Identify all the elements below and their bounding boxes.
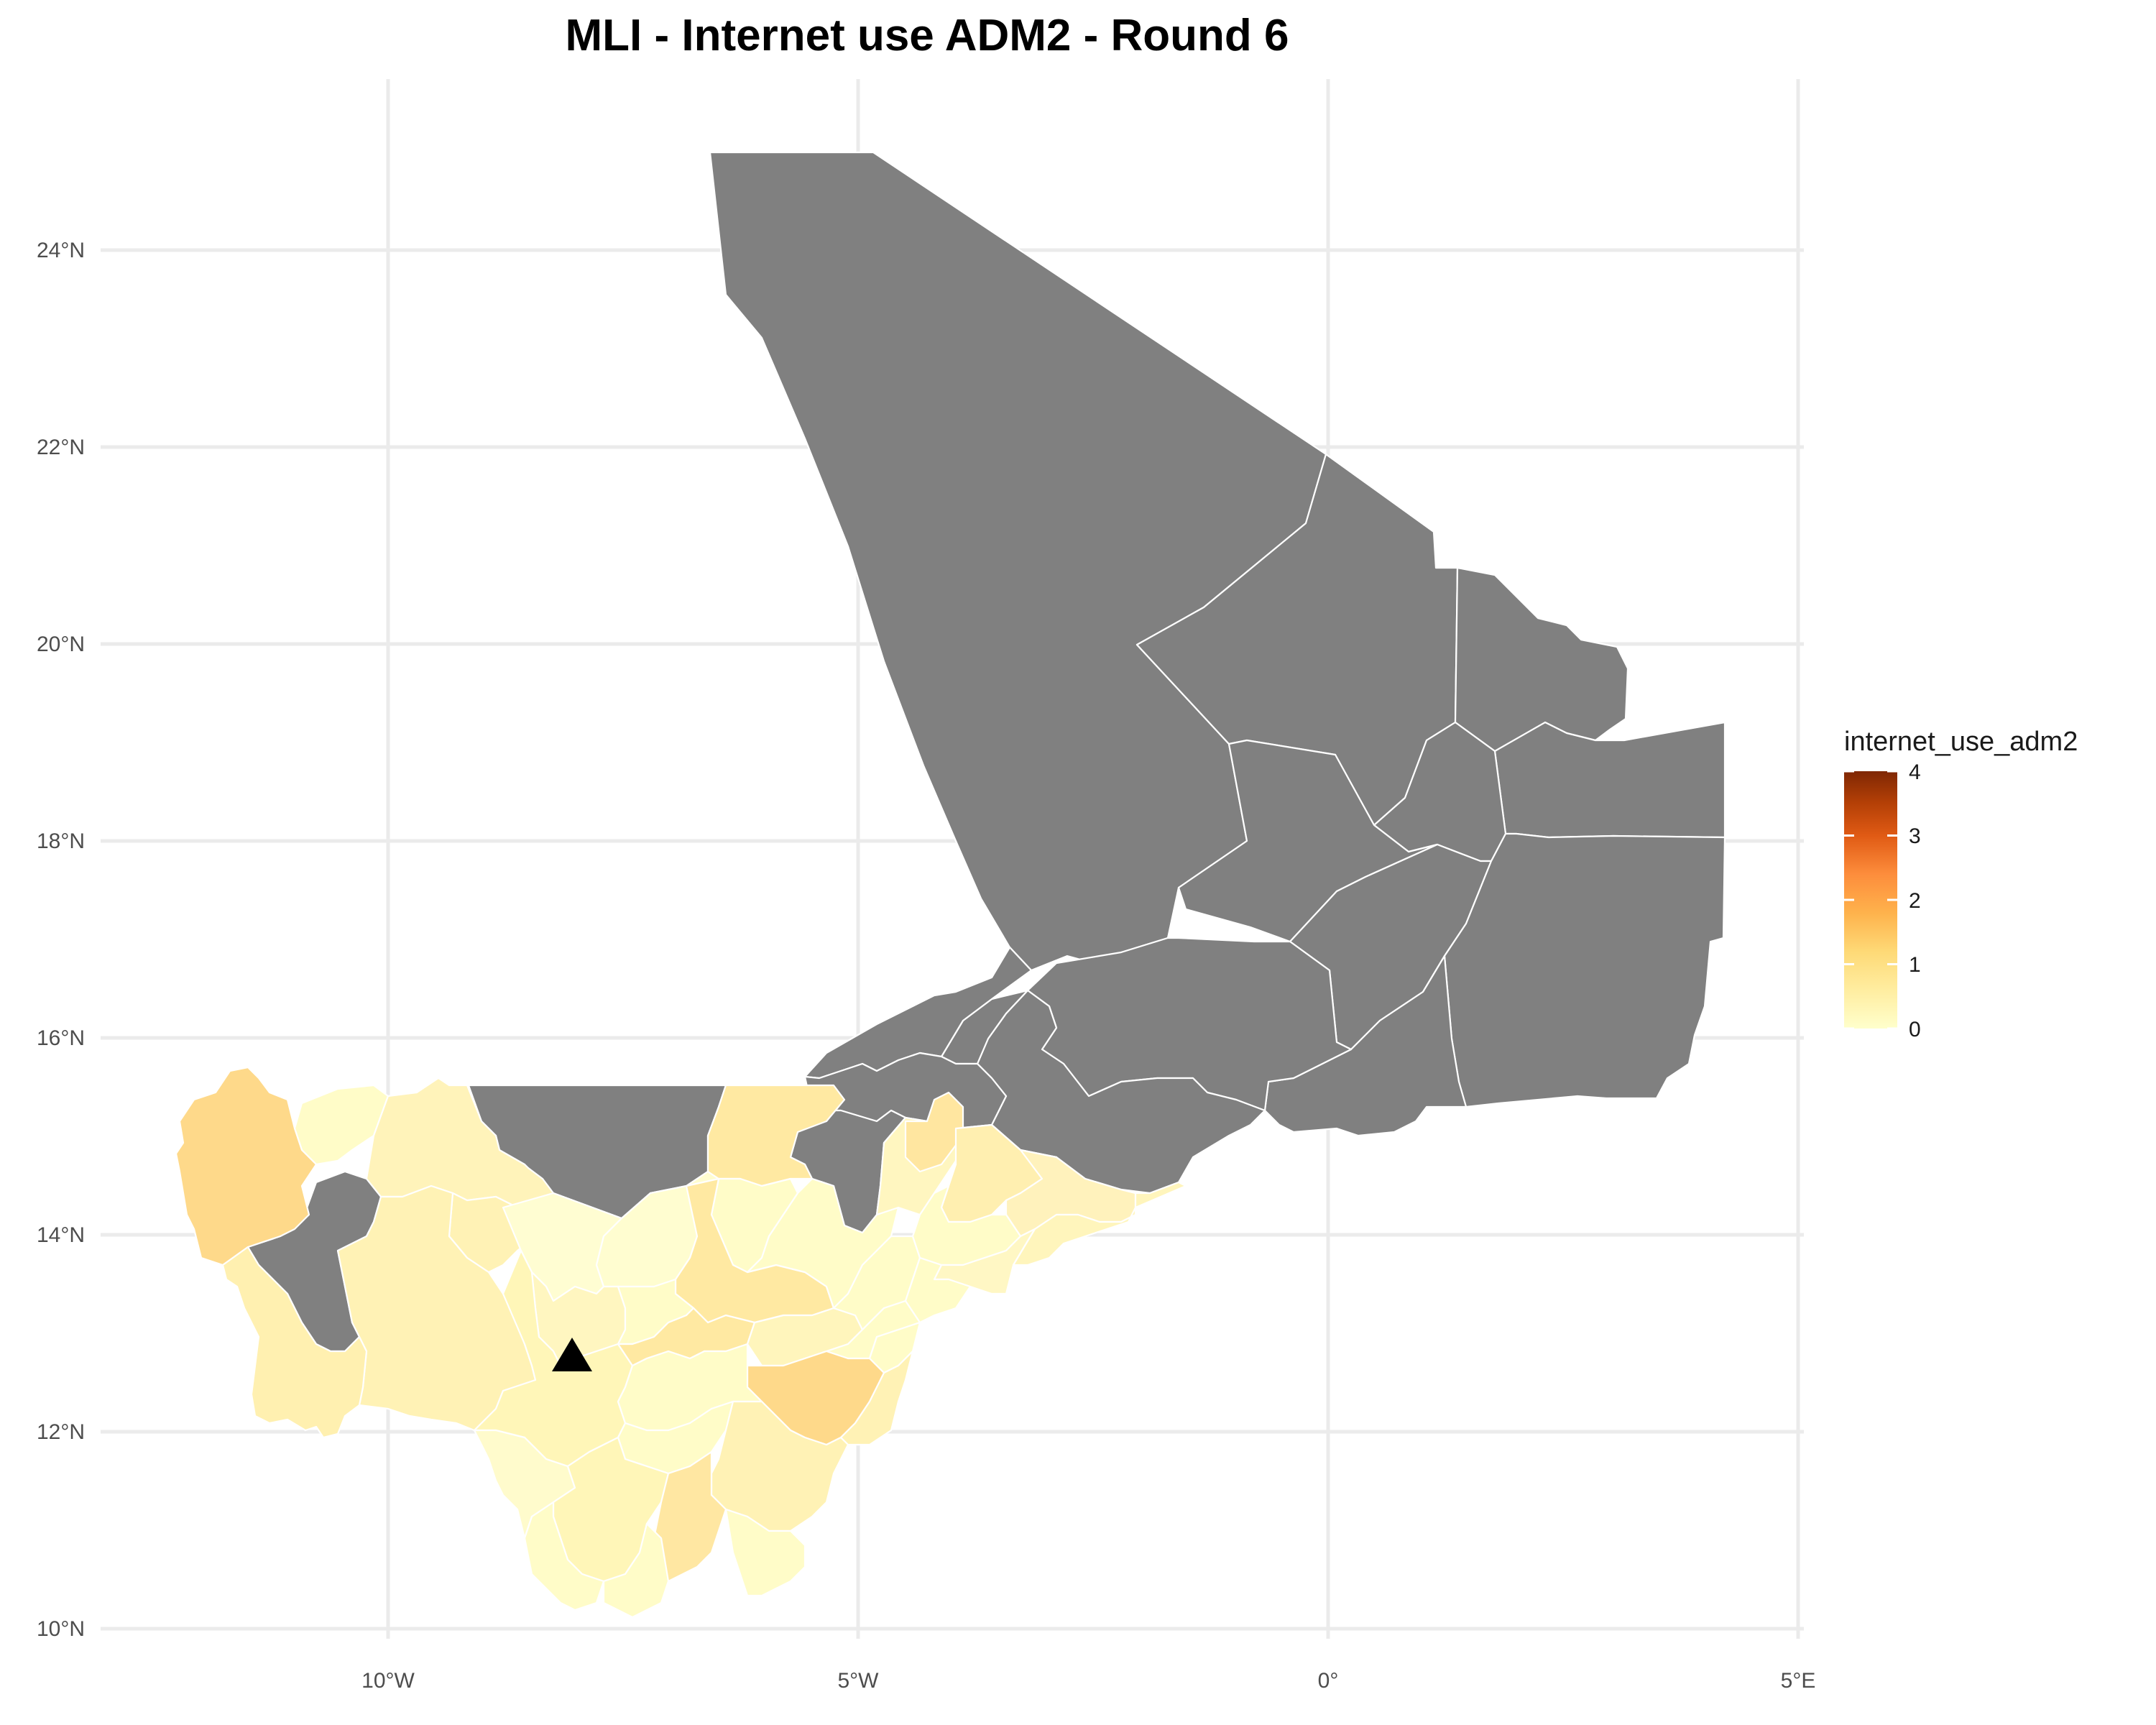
y-tick-label: 24°N bbox=[37, 239, 85, 262]
legend-tick-label: 2 bbox=[1909, 889, 1921, 913]
y-tick-label: 16°N bbox=[37, 1026, 85, 1050]
region-tessalit bbox=[709, 151, 1327, 972]
map-title: MLI - Internet use ADM2 - Round 6 bbox=[565, 11, 1289, 60]
y-tick-label: 14°N bbox=[37, 1223, 85, 1247]
region-kita bbox=[221, 1246, 368, 1439]
legend-tick-label: 0 bbox=[1909, 1018, 1921, 1041]
x-axis: 10°W 5°W 0° 5°E bbox=[361, 1669, 1815, 1693]
legend: internet_use_adm2 4 3 2 1 0 bbox=[1844, 727, 2078, 1041]
legend-tick-label: 3 bbox=[1909, 824, 1921, 848]
region-bankass bbox=[904, 1256, 972, 1324]
legend-tick-label: 1 bbox=[1909, 953, 1921, 977]
region-ansongo-south bbox=[1012, 1181, 1187, 1266]
region-menaka bbox=[1443, 832, 1726, 1108]
location-marker bbox=[552, 1338, 592, 1371]
region-sikasso-east bbox=[839, 1350, 914, 1446]
x-tick-label: 5°W bbox=[838, 1669, 880, 1693]
x-tick-label: 10°W bbox=[361, 1669, 415, 1693]
x-tick-label: 5°E bbox=[1781, 1669, 1816, 1693]
region-yanfolila bbox=[523, 1501, 605, 1611]
y-tick-label: 12°N bbox=[37, 1420, 85, 1444]
region-kadiolo-left bbox=[706, 1084, 846, 1187]
legend-tick-label: 4 bbox=[1909, 760, 1921, 784]
y-tick-label: 10°N bbox=[37, 1617, 85, 1641]
y-axis: 24°N 22°N 20°N 18°N 16°N 14°N 12°N 10°N bbox=[37, 239, 85, 1641]
x-tick-label: 0° bbox=[1318, 1669, 1339, 1693]
region-mopti bbox=[904, 1091, 964, 1173]
map-regions bbox=[175, 151, 1726, 1619]
region-kignan bbox=[602, 1522, 670, 1619]
region-kadiolo bbox=[724, 1508, 806, 1597]
y-tick-label: 20°N bbox=[37, 632, 85, 656]
y-tick-label: 22°N bbox=[37, 436, 85, 459]
legend-title: internet_use_adm2 bbox=[1844, 727, 2078, 757]
y-tick-label: 18°N bbox=[37, 829, 85, 853]
region-tin-essako bbox=[1493, 721, 1726, 839]
